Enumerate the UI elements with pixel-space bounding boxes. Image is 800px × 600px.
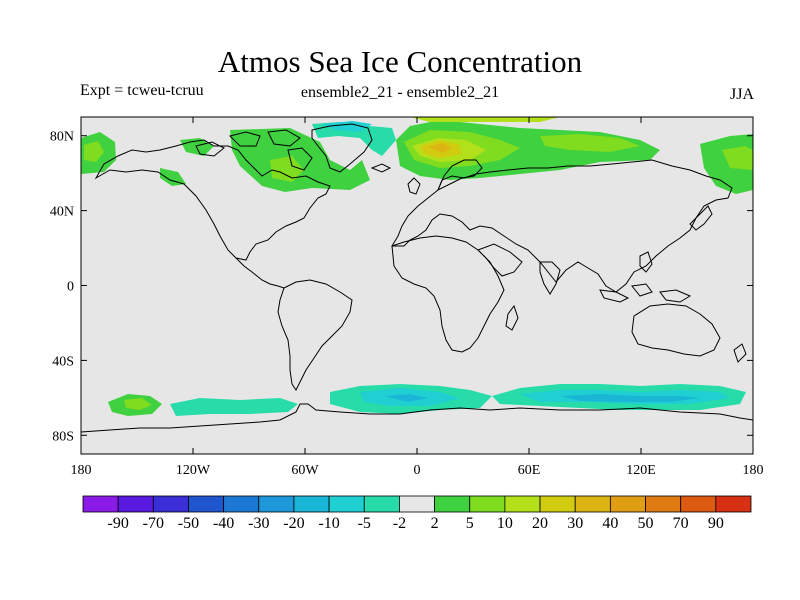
shade-greenland-sea — [312, 122, 396, 156]
colorbar-swatch — [363, 495, 400, 513]
lon-tick-label: 0 — [414, 463, 421, 478]
colorbar-label: -10 — [318, 515, 339, 532]
colorbar-label: -5 — [358, 515, 371, 532]
season-label: JJA — [729, 86, 754, 103]
colorbar-label: 5 — [466, 515, 474, 532]
colorbar-label: -50 — [178, 515, 199, 532]
colorbar-swatch — [293, 495, 330, 513]
colorbar-label: -2 — [393, 515, 406, 532]
lat-tick-label: 80S — [52, 429, 74, 444]
shade-alaska-coast — [160, 168, 186, 186]
colorbar-swatch — [223, 495, 260, 513]
colorbar-label: 2 — [431, 515, 439, 532]
lat-tick-label: 0 — [67, 280, 74, 295]
shade-barents-max — [428, 143, 452, 153]
coast-baffin — [287, 147, 313, 171]
colorbar-swatch — [258, 495, 295, 513]
shade-bellingshausen-core — [124, 398, 152, 410]
colorbar-swatch — [117, 495, 154, 513]
colorbar — [82, 495, 752, 513]
coast-eurasia — [391, 159, 733, 293]
colorbar-label: 90 — [708, 515, 724, 532]
lat-tick-label: 40S — [52, 354, 74, 369]
colorbar-label: -20 — [283, 515, 304, 532]
shade-indian-deep — [560, 394, 700, 402]
coast-greenland — [311, 123, 373, 173]
colorbar-swatch — [328, 495, 365, 513]
coast-arctic-islands-3 — [195, 141, 225, 157]
colorbar-swatch — [82, 495, 119, 513]
tick-marks — [80, 117, 754, 454]
coast-antarctica — [81, 403, 753, 433]
colorbar-swatch — [715, 495, 752, 513]
colorbar-swatch — [504, 495, 541, 513]
colorbar-label: 20 — [532, 515, 548, 532]
shade-top-strip — [410, 117, 560, 122]
coast-australia — [631, 303, 721, 357]
shade-greenland-sea-top — [322, 121, 372, 132]
lat-tick-label: 40N — [50, 205, 74, 220]
coast-madagascar — [505, 304, 519, 331]
colorbar-swatch — [434, 495, 471, 513]
colorbar-labels: -90 -70 -50 -40 -30 -20 -10 -5 -2 2 5 10 20 30 40 50 70 9… — [107, 515, 723, 532]
lon-tick-label: 60W — [291, 463, 319, 478]
colorbar-label: 40 — [602, 515, 618, 532]
colorbar-label: -90 — [107, 515, 128, 532]
longitude-labels: 180 120W 60W 0 60E 120E 180 — [71, 463, 764, 478]
anomaly-shading — [81, 117, 753, 416]
latitude-labels: 80N 40N 0 40S 80S — [50, 130, 74, 445]
colorbar-swatch — [645, 495, 682, 513]
lon-tick-label: 180 — [71, 463, 92, 478]
coastlines — [81, 123, 753, 433]
lat-tick-label: 80N — [50, 130, 74, 145]
coast-arabia — [477, 243, 523, 277]
coast-iceland — [370, 163, 392, 173]
lon-tick-label: 120E — [626, 463, 656, 478]
coast-new-zealand — [733, 343, 747, 363]
colorbar-label: 70 — [673, 515, 689, 532]
colorbar-swatch — [469, 495, 506, 513]
colorbar-label: 50 — [638, 515, 654, 532]
lon-tick-label: 180 — [743, 463, 764, 478]
coast-uk — [407, 177, 421, 195]
experiment-label: Expt = tcweu-tcruu — [80, 82, 204, 99]
colorbar-label: -70 — [143, 515, 164, 532]
colorbar-label: 10 — [497, 515, 513, 532]
coast-japan — [689, 205, 713, 231]
coast-arctic-islands-1 — [229, 131, 261, 147]
shade-chukchi-west-core — [84, 141, 104, 162]
coast-north-america — [94, 139, 331, 261]
colorbar-swatch — [609, 495, 646, 513]
ensemble-label: ensemble2_21 - ensemble2_21 — [300, 84, 500, 101]
lon-tick-label: 120W — [176, 463, 211, 478]
map-title: Atmos Sea Ice Concentration — [217, 44, 583, 79]
shade-ross-amundsen — [170, 398, 298, 416]
colorbar-label: -40 — [213, 515, 234, 532]
lon-tick-label: 60E — [518, 463, 541, 478]
colorbar-swatch — [152, 495, 189, 513]
coast-indonesia-1 — [599, 289, 630, 303]
coast-new-guinea — [659, 289, 692, 303]
shade-weddell-deep — [384, 394, 428, 402]
colorbar-swatch — [399, 495, 435, 513]
coast-africa — [391, 235, 505, 353]
shade-east-siberian-core — [722, 146, 753, 170]
colorbar-swatch — [574, 495, 611, 513]
coast-philippines — [639, 251, 653, 273]
colorbar-label: -30 — [248, 515, 269, 532]
shade-canada-arctic — [230, 128, 370, 192]
colorbar-swatch — [188, 495, 225, 513]
shade-laptev — [540, 134, 640, 152]
coast-scandinavia — [437, 159, 483, 192]
colorbar-swatch — [539, 495, 576, 513]
colorbar-swatch — [680, 495, 717, 513]
colorbar-label: 30 — [567, 515, 583, 532]
coast-central-america — [235, 257, 285, 289]
coast-arctic-islands-2 — [267, 129, 301, 147]
coast-indonesia-2 — [631, 283, 653, 297]
shade-canada-core — [270, 156, 304, 182]
coast-south-america — [277, 279, 353, 391]
coast-india — [539, 261, 561, 295]
